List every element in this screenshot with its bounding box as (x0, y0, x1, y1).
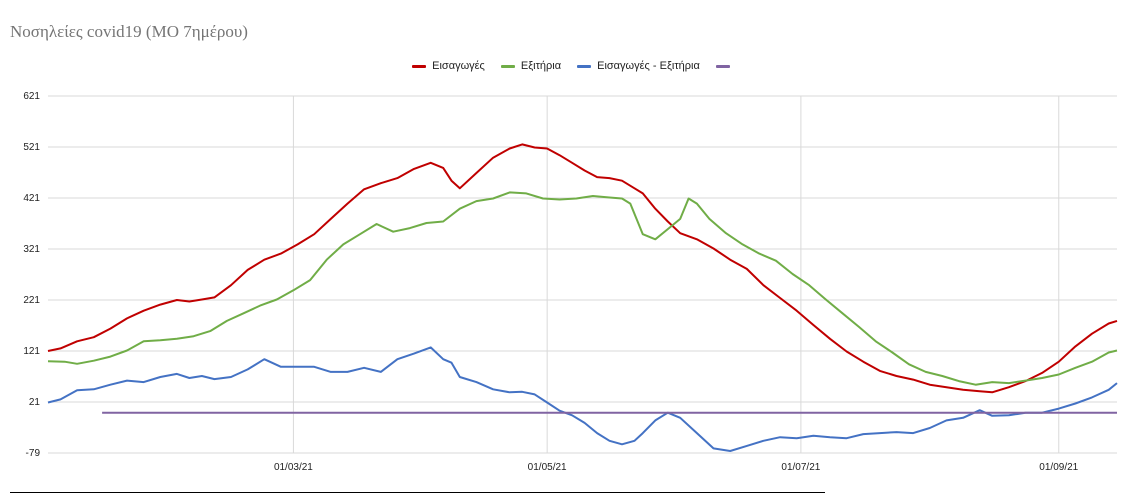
legend-label: Εξιτήρια (520, 60, 562, 72)
legend-swatch (577, 64, 592, 68)
y-tick-label: 221 (23, 295, 40, 306)
legend-item-1: Εξιτήρια (500, 60, 562, 72)
y-tick-label: 321 (23, 244, 40, 255)
legend-label: Εισαγωγές (432, 60, 485, 72)
legend-item-0: Εισαγωγές (412, 60, 485, 72)
chart-title: Νοσηλείες covid19 (ΜΟ 7ημέρου) (10, 22, 248, 41)
series-layer (47, 143, 1118, 452)
legend-item-2: Εισαγωγές - Εξιτήρια (577, 60, 700, 72)
chart-legend: Εισαγωγές Εξιτήρια Εισαγωγές - Εξιτήρια (0, 60, 1142, 72)
x-tick-label: 01/09/21 (1039, 462, 1078, 473)
legend-item-3 (715, 64, 730, 68)
y-tick-label: 521 (23, 142, 40, 153)
x-tick-label: 01/03/21 (274, 462, 313, 473)
x-tick-label: 01/07/21 (781, 462, 820, 473)
y-tick-label: 21 (29, 397, 41, 408)
legend-swatch (715, 64, 730, 68)
grid-layer (48, 95, 1117, 454)
legend-swatch (412, 64, 427, 68)
y-tick-label: 421 (23, 193, 40, 204)
series-line-0 (47, 143, 1118, 394)
x-tick-label: 01/05/21 (528, 462, 567, 473)
y-tick-label: -79 (26, 448, 41, 459)
legend-swatch (500, 64, 515, 68)
y-tick-label: 121 (23, 346, 40, 357)
series-line-1 (47, 191, 1118, 386)
series-line-2 (47, 346, 1118, 452)
legend-label: Εισαγωγές - Εξιτήρια (597, 60, 700, 72)
y-tick-label: 621 (23, 91, 40, 102)
tick-layer: -79 21 121 221 321 421 521 621 01/03/21 01/05/21 0… (23, 91, 1078, 473)
footer-divider (10, 492, 825, 493)
